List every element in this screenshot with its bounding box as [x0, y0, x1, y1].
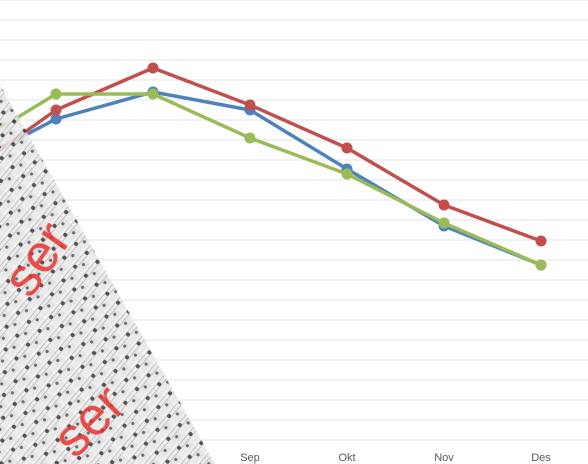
- data-point: [51, 105, 62, 116]
- x-tick-label: Sep: [240, 452, 260, 464]
- data-point: [245, 100, 256, 111]
- data-point: [148, 63, 159, 74]
- overlay-image: ser ser: [0, 85, 215, 464]
- data-point: [536, 260, 547, 271]
- x-tick-label: Okt: [338, 452, 355, 464]
- data-point: [245, 133, 256, 144]
- data-point: [439, 200, 450, 211]
- chart: Sep Okt Nov Des ser ser: [0, 0, 588, 464]
- data-point: [51, 89, 62, 100]
- x-tick-label: Des: [531, 452, 551, 464]
- data-point: [148, 89, 159, 100]
- data-point: [342, 143, 353, 154]
- data-point: [536, 236, 547, 247]
- data-point: [439, 218, 450, 229]
- data-point: [342, 169, 353, 180]
- x-tick-label: Nov: [434, 452, 454, 464]
